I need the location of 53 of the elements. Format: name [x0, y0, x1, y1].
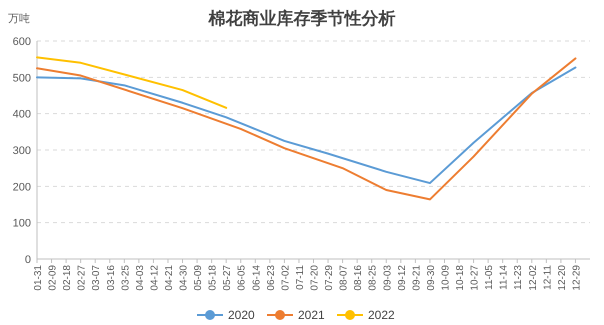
x-tick-label: 07-20 — [310, 264, 320, 291]
x-tick-label: 05-27 — [222, 264, 234, 291]
y-tick-label: 600 — [12, 36, 31, 48]
x-tick-label: 07-29 — [324, 264, 336, 291]
y-axis-title: 万吨 — [8, 12, 30, 25]
x-tick-label: 02-18 — [62, 264, 74, 291]
line-series — [36, 66, 576, 184]
y-tick-label: 0 — [24, 254, 31, 266]
chart-title: 棉花商业库存季节性分析 — [208, 9, 396, 28]
x-tick-label: 10-18 — [455, 264, 466, 291]
x-tick-label: 07-02 — [280, 264, 292, 291]
x-tick-label: 02-27 — [76, 264, 88, 291]
y-tick-label: 400 — [12, 108, 31, 121]
x-tick-label: 08-16 — [353, 264, 364, 291]
x-tick-label: 08-07 — [338, 264, 350, 291]
x-tick-label: 10-09 — [440, 264, 452, 291]
y-tick-label: 200 — [12, 181, 31, 194]
x-tick-label: 09-03 — [382, 264, 394, 291]
line-series — [36, 57, 576, 200]
x-tick-label: 07-11 — [294, 264, 306, 290]
y-tick-label: 100 — [12, 218, 31, 230]
y-tick-label: 500 — [12, 72, 31, 84]
x-tick-label: 08-25 — [368, 264, 379, 291]
x-tick-label: 09-30 — [426, 264, 437, 291]
x-tick-label: 04-21 — [164, 264, 175, 291]
x-tick-label: 12-11 — [542, 264, 554, 290]
y-tick-label: 300 — [12, 145, 31, 157]
x-tick-label: 03-07 — [91, 264, 102, 291]
x-tick-label: 04-03 — [134, 264, 146, 291]
line-series — [36, 56, 228, 109]
legend-label: 2022 — [368, 308, 396, 322]
x-tick-label: 03-25 — [120, 264, 132, 291]
x-tick-label: 03-16 — [106, 264, 117, 291]
x-tick-label: 02-09 — [48, 264, 59, 291]
x-tick-label: 12-29 — [571, 264, 582, 291]
x-tick-label: 11-14 — [498, 264, 510, 290]
x-tick-label: 04-12 — [149, 264, 160, 291]
x-tick-label: 06-14 — [251, 264, 262, 291]
legend-label: 2020 — [228, 308, 256, 322]
x-tick-label: 11-05 — [484, 264, 496, 290]
x-tick-label: 09-21 — [411, 264, 422, 291]
x-tick-label: 06-23 — [266, 264, 277, 291]
x-tick-label: 05-18 — [208, 264, 219, 291]
x-tick-label: 11-23 — [513, 264, 524, 290]
legend-label: 2021 — [298, 308, 326, 322]
x-tick-label: 06-05 — [236, 264, 248, 291]
x-tick-label: 12-20 — [556, 264, 568, 291]
x-tick-label: 09-12 — [396, 264, 408, 291]
x-tick-label: 12-02 — [528, 264, 539, 291]
x-tick-label: 10-27 — [470, 264, 481, 291]
x-tick-label: 01-31 — [33, 264, 44, 291]
x-tick-label: 04-30 — [178, 264, 190, 291]
x-tick-label: 05-09 — [193, 264, 204, 291]
